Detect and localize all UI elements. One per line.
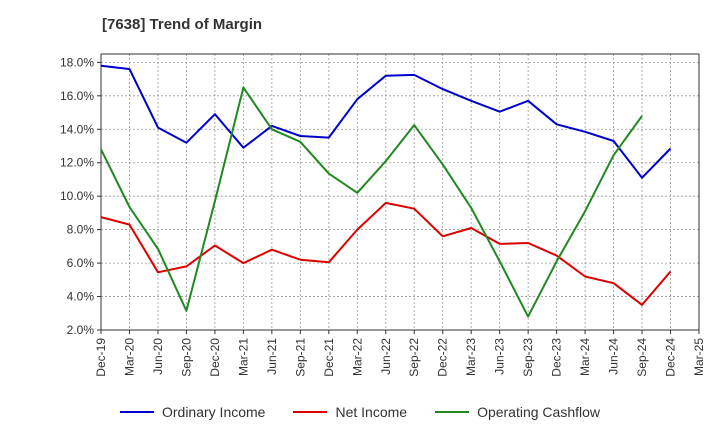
x-tick-label: Mar-20 xyxy=(122,338,136,376)
legend: Ordinary Income Net Income Operating Cas… xyxy=(0,404,720,420)
legend-item-ordinary-income: Ordinary Income xyxy=(119,404,266,420)
series-line-net-income xyxy=(100,201,672,306)
x-tick-label: Dec-21 xyxy=(322,338,336,377)
legend-label-net-income: Net Income xyxy=(335,404,408,420)
plot-area xyxy=(101,54,699,330)
legend-label-ordinary-income: Ordinary Income xyxy=(161,404,266,420)
plot-frame xyxy=(100,53,700,331)
y-tick-label: 2.0% xyxy=(67,323,95,337)
legend-item-net-income: Net Income xyxy=(293,404,407,420)
series-line-operating-cashflow xyxy=(100,86,643,318)
x-tick-label: Mar-22 xyxy=(350,338,364,376)
y-tick-label: 12.0% xyxy=(60,156,94,170)
x-tick-label: Dec-24 xyxy=(664,338,678,377)
y-tick-label: 8.0% xyxy=(67,223,95,237)
legend-swatch-net-income xyxy=(293,411,328,413)
x-tick-label: Jun-23 xyxy=(493,338,507,375)
x-tick-label: Sep-20 xyxy=(179,338,193,377)
x-tick-label: Sep-22 xyxy=(407,338,421,377)
x-tick-label: Mar-24 xyxy=(578,338,592,376)
x-tick-label: Mar-21 xyxy=(236,338,250,376)
y-tick-label: 6.0% xyxy=(67,256,95,270)
x-tick-label: Dec-22 xyxy=(436,338,450,377)
x-tick-label: Sep-23 xyxy=(521,338,535,377)
legend-label-operating-cashflow: Operating Cashflow xyxy=(477,404,601,420)
x-tick-label: Sep-21 xyxy=(293,338,307,377)
legend-swatch-operating-cashflow xyxy=(435,411,470,413)
x-tick-label: Dec-20 xyxy=(208,338,222,377)
x-tick-label: Dec-19 xyxy=(94,338,108,377)
y-tick-label: 14.0% xyxy=(60,122,94,136)
x-tick-label: Jun-24 xyxy=(607,338,621,375)
series-line-ordinary-income xyxy=(100,64,672,179)
y-tick-label: 10.0% xyxy=(60,189,94,203)
chart-title: [7638] Trend of Margin xyxy=(102,16,263,33)
x-tick-label: Mar-23 xyxy=(464,338,478,376)
y-tick-label: 4.0% xyxy=(67,290,95,304)
y-tick-label: 16.0% xyxy=(60,89,94,103)
x-tick-label: Mar-25 xyxy=(692,338,706,376)
x-tick-label: Dec-23 xyxy=(550,338,564,377)
legend-swatch-ordinary-income xyxy=(119,411,154,413)
y-tick-label: 18.0% xyxy=(60,55,94,69)
x-tick-label: Jun-22 xyxy=(379,338,393,375)
legend-item-operating-cashflow: Operating Cashflow xyxy=(435,404,600,420)
x-tick-label: Sep-24 xyxy=(635,338,649,377)
x-tick-label: Jun-20 xyxy=(151,338,165,375)
x-tick-label: Jun-21 xyxy=(265,338,279,375)
